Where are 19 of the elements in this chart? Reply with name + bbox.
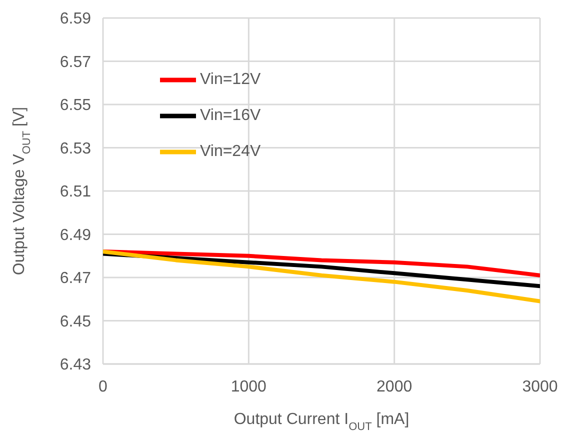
x-tick-label: 0	[98, 378, 108, 396]
legend-label: Vin=24V	[200, 143, 261, 160]
line-series	[103, 250, 540, 278]
y-tick-label: 6.57	[60, 54, 92, 71]
y-tick-label: 6.55	[60, 97, 92, 114]
y-tick-label: 6.59	[60, 10, 92, 28]
x-tick-label: 2000	[376, 378, 412, 396]
y-tick-label: 6.43	[60, 356, 92, 374]
legend-label: Vin=16V	[200, 107, 261, 124]
y-tick-label: 6.51	[60, 184, 92, 201]
x-axis-title: Output Current I$_{OUT}$ [mA]	[234, 411, 410, 433]
y-tick-label: 6.47	[60, 270, 92, 288]
x-tick-label: 1000	[230, 378, 267, 396]
y-tick-label: 6.49	[60, 226, 92, 244]
x-tick-label: 3000	[522, 378, 558, 396]
legend-label: Vin=12V	[200, 71, 261, 88]
y-tick-label: 6.45	[60, 313, 92, 330]
y-tick-label: 6.53	[60, 140, 92, 158]
line-series	[103, 250, 540, 304]
